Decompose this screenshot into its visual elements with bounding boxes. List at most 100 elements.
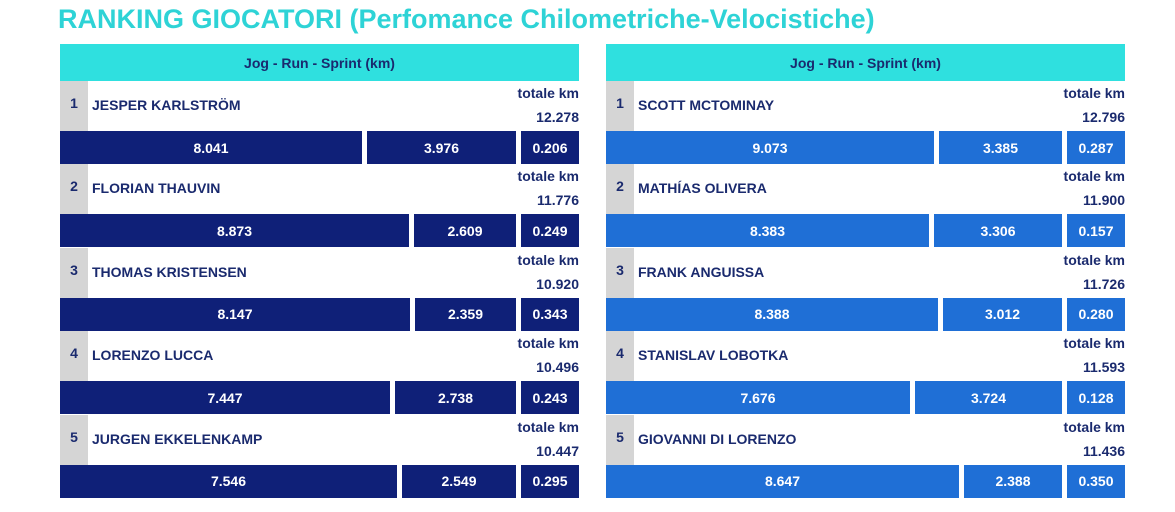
rank-cell	[606, 164, 634, 215]
bar-group: 8.647 2.388 0.350	[606, 464, 1125, 498]
sprint-bar: 0.280	[1067, 297, 1125, 331]
bar-group: 7.546 2.549 0.295	[60, 464, 579, 498]
sprint-bar: 0.249	[521, 214, 579, 248]
total-km-value: 11.776	[536, 192, 579, 209]
rank-number: 2	[616, 178, 624, 195]
player-list: 1 JESPER KARLSTRÖM totale km 12.278 8.041 3.9…	[60, 81, 579, 498]
rank-cell	[60, 247, 88, 298]
total-km-value: 11.593	[1082, 359, 1125, 376]
jog-bar: 8.383	[606, 214, 929, 248]
bar-group: 8.383 3.306 0.157	[606, 214, 1125, 248]
rank-number: 1	[70, 95, 78, 111]
player-name: JURGEN EKKELENKAMP	[92, 430, 263, 447]
bar-group: 8.147 2.359 0.343	[60, 297, 579, 331]
total-km-value: 10.496	[536, 359, 579, 376]
run-bar: 3.976	[367, 131, 516, 164]
player-name: THOMAS KRISTENSEN	[92, 263, 247, 280]
player-row: 5 JURGEN EKKELENKAMP totale km 10.447 7.546 2…	[60, 414, 579, 498]
sprint-bar: 0.350	[1067, 464, 1125, 498]
total-km-value: 11.436	[1082, 442, 1125, 459]
rank-number: 4	[70, 345, 78, 362]
run-bar: 2.738	[395, 381, 516, 415]
rank-cell	[60, 331, 88, 382]
rank-number: 3	[70, 261, 78, 278]
player-row: 2 FLORIAN THAUVIN totale km 11.776 8.873 2.60…	[60, 164, 579, 248]
run-bar: 2.388	[964, 464, 1062, 498]
player-row: 4 STANISLAV LOBOTKA totale km 11.593 7.676 3.…	[606, 331, 1125, 415]
sprint-bar: 0.287	[1067, 131, 1125, 164]
player-name: LORENZO LUCCA	[92, 347, 214, 364]
total-km-value: 11.726	[1082, 275, 1125, 292]
jog-bar: 7.447	[60, 381, 390, 415]
player-row: 4 LORENZO LUCCA totale km 10.496 7.447 2.738 0…	[60, 331, 579, 415]
total-km-value: 12.278	[536, 109, 579, 125]
jog-bar: 8.647	[606, 464, 959, 498]
total-km-label: totale km	[517, 85, 579, 101]
jog-bar: 8.147	[60, 297, 410, 331]
rank-number: 2	[70, 178, 78, 195]
rank-number: 1	[616, 95, 624, 111]
panel-header: Jog - Run - Sprint (km)	[60, 44, 579, 81]
player-name: MATHÍAS OLIVERA	[638, 180, 767, 197]
ranking-panel-left: Jog - Run - Sprint (km) 1 JESPER KARLSTRÖ…	[60, 44, 579, 498]
run-bar: 2.359	[415, 297, 516, 331]
sprint-bar: 0.343	[521, 297, 579, 331]
total-km-label: totale km	[517, 251, 579, 268]
bar-group: 8.873 2.609 0.249	[60, 214, 579, 248]
total-km-label: totale km	[517, 418, 579, 435]
jog-bar: 8.388	[606, 297, 938, 331]
rank-number: 5	[70, 428, 78, 445]
rank-cell	[606, 331, 634, 382]
total-km-label: totale km	[1063, 335, 1125, 352]
run-bar: 2.609	[414, 214, 516, 248]
total-km-value: 10.920	[536, 275, 579, 292]
run-bar: 3.724	[915, 381, 1062, 415]
player-row: 1 JESPER KARLSTRÖM totale km 12.278 8.041 3.9…	[60, 81, 579, 164]
total-km-label: totale km	[1063, 168, 1125, 185]
rank-number: 4	[616, 345, 624, 362]
rank-cell	[606, 247, 634, 298]
sprint-bar: 0.295	[521, 464, 579, 498]
player-row: 1 SCOTT MCTOMINAY totale km 12.796 9.073 3.38…	[606, 81, 1125, 164]
jog-bar: 7.546	[60, 464, 397, 498]
player-row: 5 GIOVANNI DI LORENZO totale km 11.436 8.647…	[606, 414, 1125, 498]
player-name: FLORIAN THAUVIN	[92, 180, 221, 197]
rank-cell	[60, 164, 88, 215]
rank-cell	[606, 81, 634, 131]
player-name: GIOVANNI DI LORENZO	[638, 430, 797, 447]
player-name: SCOTT MCTOMINAY	[638, 97, 775, 113]
total-km-label: totale km	[1063, 85, 1125, 101]
total-km-value: 10.447	[536, 442, 579, 459]
player-row: 3 THOMAS KRISTENSEN totale km 10.920 8.147 2.…	[60, 247, 579, 331]
bar-group: 8.041 3.976 0.206	[60, 131, 579, 164]
sprint-bar: 0.128	[1067, 381, 1125, 415]
jog-bar: 8.041	[60, 131, 362, 164]
player-list: 1 SCOTT MCTOMINAY totale km 12.796 9.073 3.38…	[606, 81, 1125, 498]
page-title: RANKING GIOCATORI (Perfomance Chilometri…	[58, 4, 875, 34]
total-km-value: 12.796	[1082, 109, 1125, 125]
total-km-label: totale km	[1063, 251, 1125, 268]
total-km-label: totale km	[1063, 418, 1125, 435]
player-row: 3 FRANK ANGUISSA totale km 11.726 8.388 3.012…	[606, 247, 1125, 331]
sprint-bar: 0.157	[1067, 214, 1125, 248]
jog-bar: 7.676	[606, 381, 910, 415]
panel-header: Jog - Run - Sprint (km)	[606, 44, 1125, 81]
jog-bar: 9.073	[606, 131, 934, 164]
player-row: 2 MATHÍAS OLIVERA totale km 11.900 8.383 3.30…	[606, 164, 1125, 248]
total-km-value: 11.900	[1082, 192, 1125, 209]
bar-group: 7.676 3.724 0.128	[606, 381, 1125, 415]
total-km-label: totale km	[517, 335, 579, 352]
player-name: FRANK ANGUISSA	[638, 263, 765, 280]
sprint-bar: 0.206	[521, 131, 579, 164]
rank-cell	[60, 81, 88, 131]
player-name: JESPER KARLSTRÖM	[92, 97, 241, 113]
total-km-label: totale km	[517, 168, 579, 185]
run-bar: 2.549	[402, 464, 516, 498]
player-name: STANISLAV LOBOTKA	[638, 347, 789, 364]
bar-group: 8.388 3.012 0.280	[606, 297, 1125, 331]
run-bar: 3.012	[943, 297, 1062, 331]
rank-cell	[606, 414, 634, 465]
rank-number: 3	[616, 261, 624, 278]
run-bar: 3.306	[934, 214, 1062, 248]
sprint-bar: 0.243	[521, 381, 579, 415]
